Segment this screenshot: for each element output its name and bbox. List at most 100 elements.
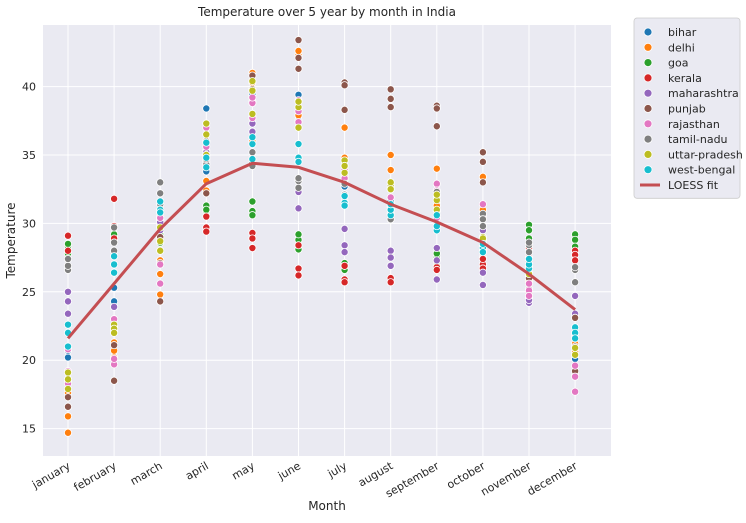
data-point-delhi	[64, 412, 73, 421]
data-point-kerala	[386, 278, 395, 287]
data-point-maharashtra	[432, 244, 441, 253]
legend-label-punjab: punjab	[668, 103, 706, 116]
data-point-uttar-pradesh	[386, 178, 395, 187]
y-tick-label: 20	[22, 354, 36, 367]
data-point-tamil-nadu	[110, 223, 119, 232]
y-tick-labels: 15 20 25 30 35 40	[22, 81, 36, 436]
legend-marker-uttar-pradesh	[643, 149, 653, 159]
data-point-kerala	[64, 246, 73, 255]
legend-label-kerala: kerala	[668, 72, 702, 85]
data-point-maharashtra	[571, 291, 580, 300]
data-point-uttar-pradesh	[571, 350, 580, 359]
legend-label-loess-fit: LOESS fit	[668, 179, 719, 192]
legend-label-uttar-pradesh: uttar-pradesh	[668, 148, 743, 161]
data-point-rajasthan	[386, 193, 395, 202]
data-point-tamil-nadu	[478, 215, 487, 224]
legend-box	[633, 17, 741, 199]
x-tick-label: may	[230, 459, 258, 482]
x-tick-label: january	[29, 459, 73, 492]
data-point-maharashtra	[64, 297, 73, 306]
data-point-west-bengal	[64, 320, 73, 329]
data-point-maharashtra	[432, 256, 441, 265]
data-point-punjab	[294, 36, 303, 45]
fit-line-layer	[66, 161, 577, 340]
data-point-kerala	[202, 212, 211, 221]
data-point-kerala	[110, 194, 119, 203]
data-point-rajasthan	[156, 260, 165, 269]
y-tick-label: 25	[22, 286, 36, 299]
data-point-tamil-nadu	[294, 183, 303, 192]
legend-marker-maharashtra	[643, 88, 653, 98]
data-point-kerala	[478, 254, 487, 263]
data-point-maharashtra	[340, 224, 349, 233]
data-point-delhi	[340, 123, 349, 132]
data-point-west-bengal	[525, 254, 534, 263]
data-point-tamil-nadu	[478, 222, 487, 231]
data-point-rajasthan	[156, 279, 165, 288]
data-point-uttar-pradesh	[202, 119, 211, 128]
loess-fit-line	[66, 161, 577, 340]
data-point-tamil-nadu	[64, 254, 73, 263]
x-tick-label: march	[128, 459, 165, 488]
data-point-west-bengal	[110, 252, 119, 261]
data-point-maharashtra	[340, 248, 349, 257]
data-point-west-bengal	[248, 155, 257, 164]
data-point-goa	[202, 205, 211, 214]
data-point-west-bengal	[432, 211, 441, 220]
data-point-rajasthan	[525, 291, 534, 300]
data-point-west-bengal	[294, 157, 303, 166]
data-point-rajasthan	[478, 200, 487, 209]
data-point-rajasthan	[571, 387, 580, 396]
data-point-tamil-nadu	[64, 261, 73, 270]
data-point-punjab	[64, 402, 73, 411]
data-point-uttar-pradesh	[202, 130, 211, 139]
data-point-goa	[248, 197, 257, 206]
legend-marker-west-bengal	[643, 165, 653, 175]
chart-title: Temperature over 5 year by month in Indi…	[197, 5, 456, 19]
data-point-west-bengal	[340, 201, 349, 210]
data-point-west-bengal	[202, 153, 211, 162]
data-point-kerala	[64, 231, 73, 240]
data-point-kerala	[248, 234, 257, 243]
data-point-punjab	[156, 297, 165, 306]
data-point-kerala	[202, 227, 211, 236]
data-point-rajasthan	[432, 179, 441, 188]
data-point-tamil-nadu	[525, 238, 534, 247]
data-point-west-bengal	[248, 140, 257, 149]
data-point-punjab	[571, 313, 580, 322]
data-point-west-bengal	[202, 163, 211, 172]
data-point-rajasthan	[525, 279, 534, 288]
data-point-uttar-pradesh	[248, 77, 257, 86]
data-point-punjab	[386, 94, 395, 103]
data-point-maharashtra	[64, 287, 73, 296]
data-point-delhi	[156, 290, 165, 299]
x-tick-label: june	[275, 459, 303, 483]
data-point-west-bengal	[202, 138, 211, 147]
data-point-uttar-pradesh	[432, 190, 441, 199]
data-point-maharashtra	[386, 246, 395, 255]
data-point-kerala	[571, 256, 580, 265]
data-point-maharashtra	[386, 261, 395, 270]
y-tick-label: 15	[22, 423, 36, 436]
data-points	[64, 36, 580, 437]
data-point-punjab	[478, 178, 487, 187]
legend-label-tamil-nadu: tamil-nadu	[668, 133, 728, 146]
data-point-punjab	[64, 393, 73, 402]
legend-marker-rajasthan	[643, 119, 653, 129]
data-point-tamil-nadu	[571, 263, 580, 272]
data-point-west-bengal	[294, 140, 303, 149]
x-tick-label: february	[71, 459, 119, 494]
data-point-west-bengal	[340, 192, 349, 201]
data-point-uttar-pradesh	[386, 185, 395, 194]
data-point-maharashtra	[64, 309, 73, 318]
data-point-punjab	[386, 85, 395, 94]
legend-marker-punjab	[643, 104, 653, 113]
data-point-rajasthan	[248, 93, 257, 102]
data-point-punjab	[202, 189, 211, 198]
legend-marker-goa	[643, 58, 653, 67]
y-tick-label: 35	[22, 149, 36, 162]
x-tick-label: july	[325, 459, 350, 481]
data-point-west-bengal	[571, 334, 580, 343]
